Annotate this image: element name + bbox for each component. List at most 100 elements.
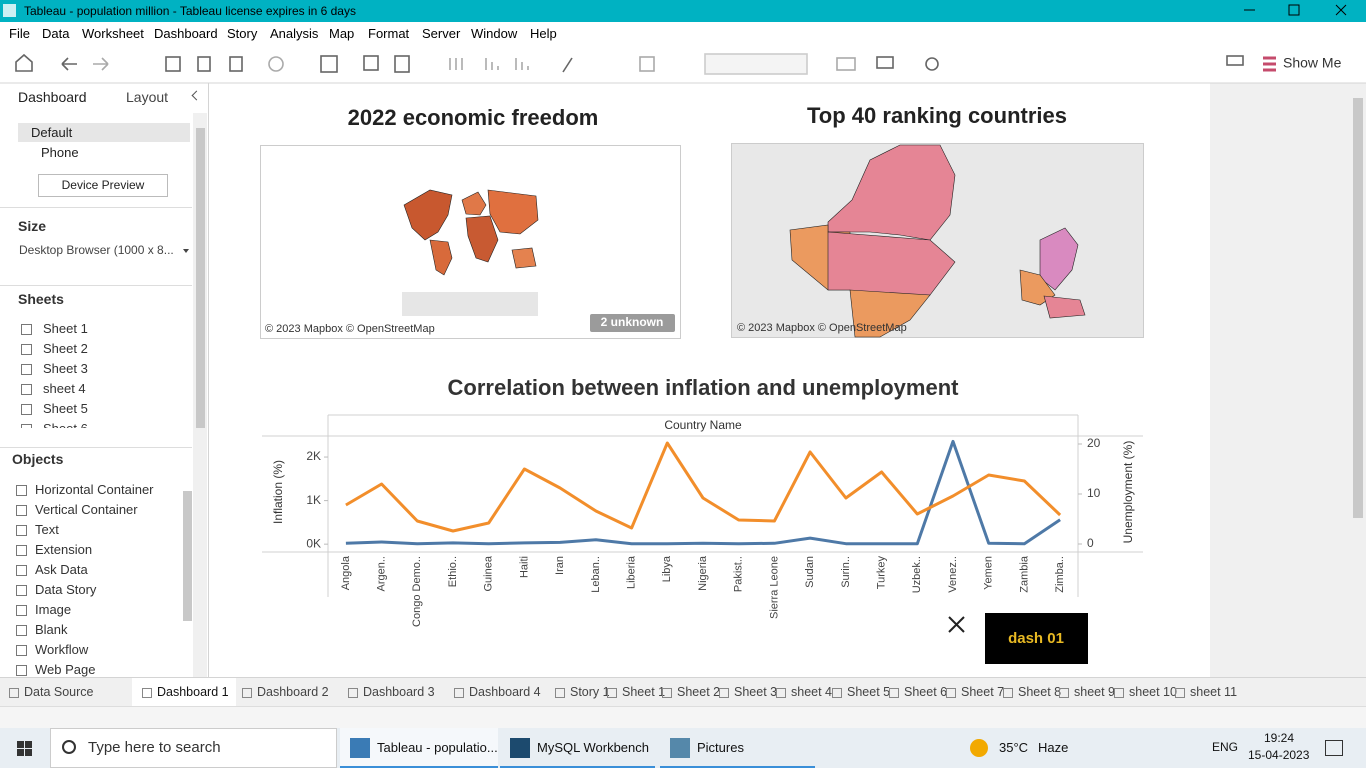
- tab[interactable]: Sheet 5: [847, 685, 891, 699]
- nav-button[interactable]: [985, 613, 1088, 664]
- sheet-item[interactable]: sheet 4: [43, 381, 86, 396]
- object-item[interactable]: Vertical Container: [35, 502, 138, 517]
- menu-item[interactable]: Server: [422, 26, 461, 41]
- device-option[interactable]: Phone: [41, 145, 79, 160]
- close-icon[interactable]: [948, 616, 965, 633]
- save-icon[interactable]: [165, 56, 181, 72]
- share-icon[interactable]: [925, 57, 939, 71]
- app-label[interactable]: Pictures: [697, 740, 744, 755]
- object-item[interactable]: Text: [35, 522, 59, 537]
- show-me-icon[interactable]: [1263, 56, 1276, 72]
- pin-icon[interactable]: [1226, 55, 1244, 66]
- menu-item[interactable]: Help: [530, 26, 557, 41]
- tab[interactable]: Dashboard 2: [257, 685, 329, 699]
- tab[interactable]: sheet 11: [1190, 685, 1238, 699]
- tab[interactable]: Sheet 8: [1018, 685, 1062, 699]
- undo-icon[interactable]: [61, 57, 77, 71]
- menu-item[interactable]: Data: [42, 26, 70, 41]
- clear-icon[interactable]: [394, 55, 410, 73]
- device-preview-button[interactable]: Device Preview: [38, 174, 168, 197]
- unknown-badge[interactable]: [590, 314, 675, 332]
- panel-tab[interactable]: Layout: [126, 89, 169, 105]
- clock-date[interactable]: 15-04-2023: [1248, 748, 1310, 762]
- notification-icon[interactable]: [1325, 740, 1343, 756]
- tab[interactable]: Dashboard 3: [363, 685, 435, 699]
- close[interactable]: [1335, 4, 1347, 16]
- menu-item[interactable]: Dashboard: [154, 26, 218, 41]
- tab[interactable]: Sheet 1: [622, 685, 666, 699]
- tab-icon: [832, 688, 842, 698]
- search-placeholder[interactable]: Type here to search: [88, 739, 221, 756]
- temperature[interactable]: 35°C: [999, 740, 1029, 755]
- size-dropdown[interactable]: Desktop Browser (1000 x 8...: [19, 243, 174, 257]
- device-option[interactable]: Default: [31, 125, 73, 140]
- tab[interactable]: sheet 10: [1129, 685, 1177, 699]
- object-item[interactable]: Ask Data: [35, 562, 88, 577]
- weather[interactable]: Haze: [1038, 740, 1069, 755]
- highlight-icon[interactable]: [562, 57, 573, 73]
- refresh-icon[interactable]: [268, 56, 284, 72]
- object-item[interactable]: Image: [35, 602, 72, 617]
- home-icon[interactable]: [15, 53, 33, 72]
- start-button[interactable]: [17, 741, 32, 756]
- swap-icon[interactable]: [449, 58, 463, 70]
- app-button[interactable]: [660, 728, 815, 768]
- series-line: [345, 439, 1061, 546]
- sheet-item[interactable]: Sheet 3: [43, 361, 88, 376]
- language[interactable]: ENG: [1212, 740, 1239, 754]
- nav-button-label[interactable]: dash 01: [1008, 630, 1064, 647]
- tab[interactable]: Sheet 3: [734, 685, 778, 699]
- redo-icon[interactable]: [93, 57, 109, 71]
- panel-tab[interactable]: Dashboard: [18, 89, 87, 105]
- scrollbar[interactable]: [1350, 83, 1366, 677]
- tab[interactable]: sheet 9: [1074, 685, 1116, 699]
- sheet-item[interactable]: Sheet 5: [43, 401, 88, 416]
- menu-item[interactable]: Map: [329, 26, 355, 41]
- clock-time[interactable]: 19:24: [1264, 731, 1295, 745]
- cards-icon[interactable]: [836, 57, 856, 71]
- fit-dropdown[interactable]: [704, 53, 808, 75]
- sort-asc-icon[interactable]: [485, 58, 499, 70]
- new-source-icon[interactable]: [197, 56, 211, 72]
- menu-item[interactable]: Worksheet: [82, 26, 144, 41]
- object-item[interactable]: Horizontal Container: [35, 482, 154, 497]
- sheet-item[interactable]: Sheet 1: [43, 321, 88, 336]
- menu-item[interactable]: Analysis: [270, 26, 319, 41]
- restore[interactable]: [1288, 4, 1300, 16]
- sheet-item[interactable]: Sheet 2: [43, 341, 88, 356]
- menu-item[interactable]: Story: [227, 26, 258, 41]
- new-sheet-icon[interactable]: [320, 55, 338, 73]
- duplicate-icon[interactable]: [363, 55, 379, 71]
- menu-item[interactable]: Format: [368, 26, 410, 41]
- tab[interactable]: Data Source: [24, 685, 94, 699]
- tab[interactable]: Dashboard 1: [157, 685, 229, 699]
- unknown-label[interactable]: 2 unknown: [601, 315, 664, 329]
- tab[interactable]: Sheet 7: [961, 685, 1005, 699]
- app-label[interactable]: MySQL Workbench: [537, 740, 649, 755]
- label-icon[interactable]: [639, 56, 655, 72]
- object-item[interactable]: Web Page: [35, 662, 96, 677]
- app-label[interactable]: Tableau - populatio...: [377, 740, 498, 755]
- object-item[interactable]: Data Story: [35, 582, 97, 597]
- sheet-list: Sheet 1 Sheet 2 Sheet 3 sheet 4 Sheet 5 Sheet…: [0, 319, 192, 428]
- sheet-item[interactable]: Sheet 6: [43, 421, 88, 428]
- scroll-thumb[interactable]: [196, 128, 205, 428]
- presentation-icon[interactable]: [876, 56, 894, 69]
- menu-item[interactable]: File: [9, 26, 30, 41]
- app-button[interactable]: [500, 728, 655, 768]
- object-item[interactable]: Blank: [35, 622, 68, 637]
- object-item[interactable]: Workflow: [35, 642, 89, 657]
- tab[interactable]: Story 1: [570, 685, 610, 699]
- scroll-thumb[interactable]: [183, 491, 192, 621]
- scroll-thumb[interactable]: [1353, 98, 1363, 518]
- object-item[interactable]: Extension: [35, 542, 93, 557]
- tab[interactable]: sheet 4: [791, 685, 833, 699]
- tab[interactable]: Dashboard 4: [469, 685, 541, 699]
- tab[interactable]: Sheet 6: [904, 685, 948, 699]
- chart-title: Correlation between inflation and unempl…: [448, 375, 960, 400]
- sort-desc-icon[interactable]: [515, 58, 529, 70]
- show-me[interactable]: Show Me: [1283, 55, 1342, 71]
- tab[interactable]: Sheet 2: [677, 685, 721, 699]
- menu-item[interactable]: Window: [471, 26, 518, 41]
- pause-icon[interactable]: [229, 56, 243, 72]
